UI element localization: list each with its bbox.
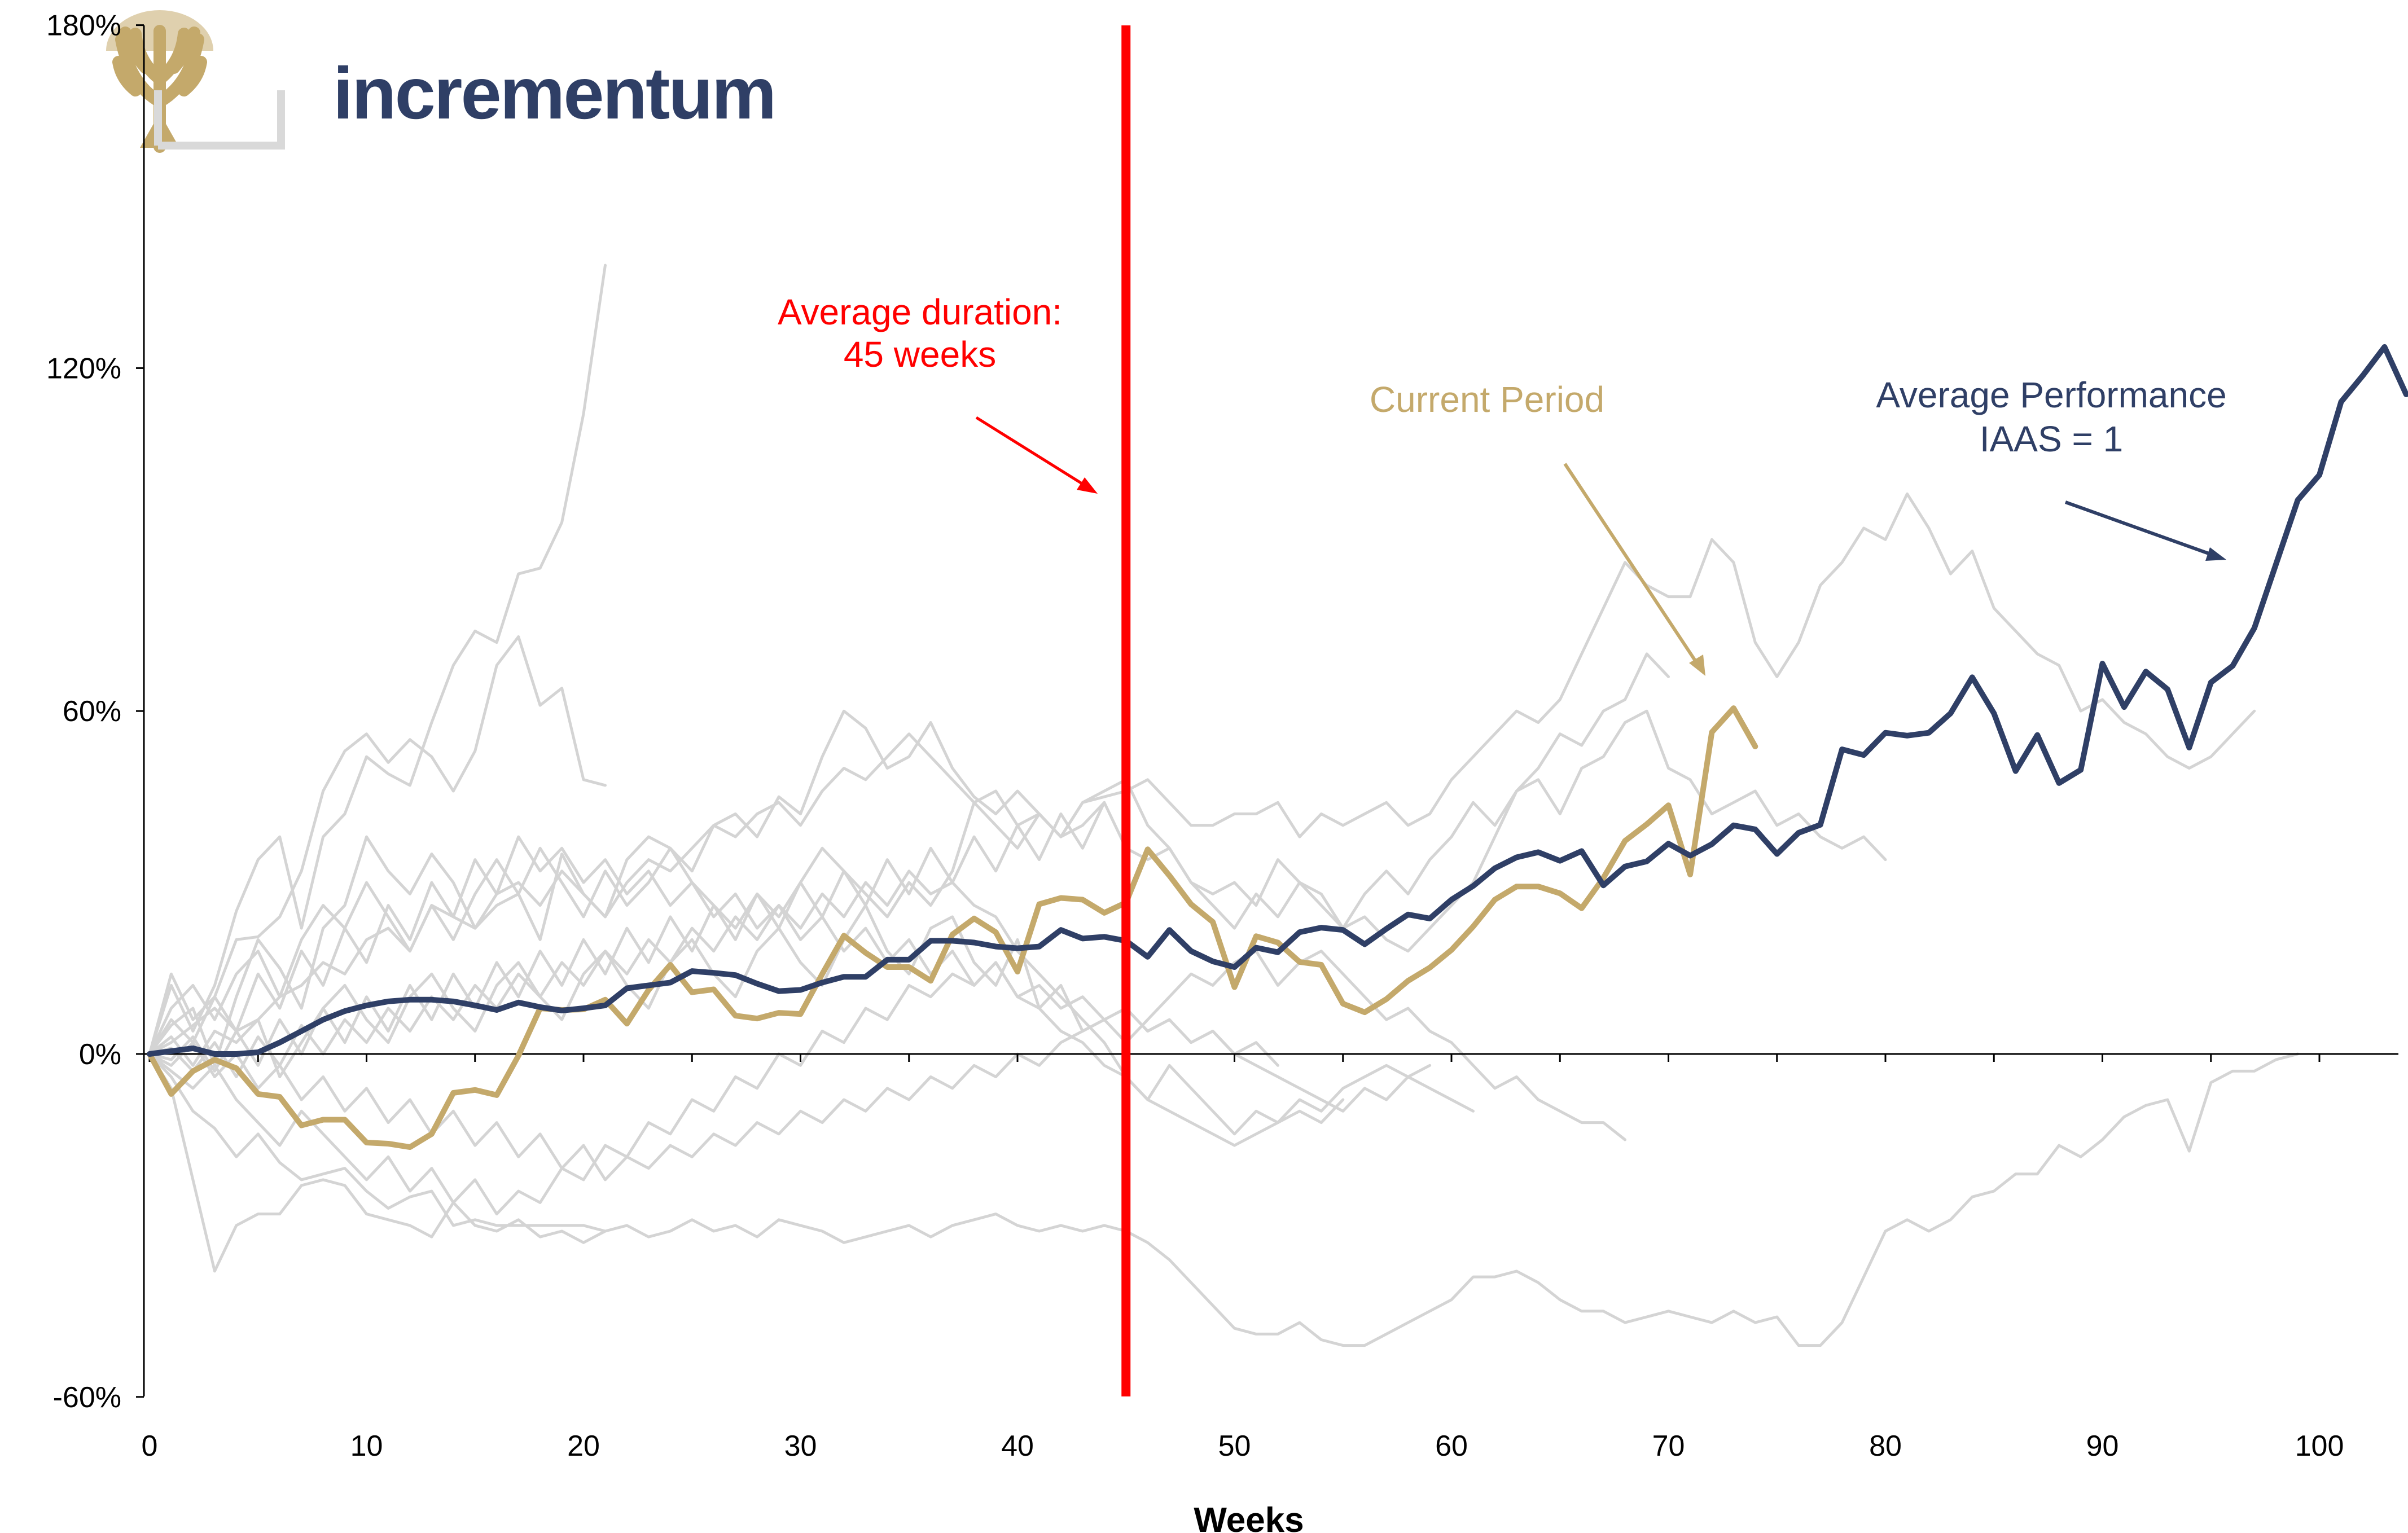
average-duration-label-line1: Average duration: [778, 292, 1062, 332]
logo: incrementum [106, 10, 777, 153]
y-tick-label: 60% [63, 695, 121, 728]
current-period-arrow [1563, 463, 1700, 667]
x-tick-label: 20 [567, 1430, 600, 1462]
average-performance-line [147, 344, 2408, 1057]
current-period-label: Current Period [1370, 379, 1604, 420]
x-tick-label: 60 [1435, 1430, 1468, 1462]
y-tick-label: 180% [46, 10, 121, 42]
history-series-layer [148, 263, 2300, 1347]
historical-period-line [148, 635, 607, 1056]
x-tick-label: 0 [142, 1430, 158, 1462]
average-performance-label-line1: Average Performance [1876, 375, 2226, 415]
average-duration-arrowhead [1077, 477, 1098, 494]
x-tick-label: 80 [1869, 1430, 1902, 1462]
y-tick-label: 120% [46, 352, 121, 385]
current-period-line [147, 705, 1758, 1150]
main-series-layer [147, 344, 2408, 1150]
historical-period-line [148, 492, 2256, 1067]
y-tick-label: -60% [53, 1381, 121, 1414]
axes: -60% 0% 60% 120% 180% 0 10 20 30 40 50 60 70 80 90 100 [46, 10, 2398, 1462]
logo-text: incrementum [333, 52, 775, 134]
historical-period-line [148, 904, 1627, 1141]
x-axis-title: Weeks [1194, 1501, 1304, 1533]
current-period-arrowhead [1689, 655, 1705, 676]
y-tick-label: 0% [79, 1038, 121, 1071]
x-tick-label: 70 [1652, 1430, 1685, 1462]
historical-period-line [148, 1052, 607, 1273]
historical-period-line [148, 869, 1432, 1136]
x-tick-label: 50 [1218, 1430, 1251, 1462]
historical-period-line [148, 1007, 1475, 1181]
historical-period-line [148, 1052, 2300, 1347]
average-performance-arrowhead [2205, 547, 2226, 561]
historical-period-line [148, 709, 1887, 1056]
historical-period-line [148, 835, 1279, 1067]
x-tick-label: 90 [2086, 1430, 2119, 1462]
average-performance-arrow [2064, 500, 2216, 557]
average-duration-arrow [975, 416, 1090, 490]
x-tick-label: 30 [784, 1430, 817, 1462]
historical-period-line [148, 263, 607, 1056]
x-tick-label: 100 [2295, 1430, 2344, 1462]
historical-period-line [148, 961, 1345, 1216]
x-tick-label: 40 [1001, 1430, 1034, 1462]
historical-period-line [148, 801, 1106, 1073]
x-tick-label: 10 [350, 1430, 383, 1462]
average-performance-label-line2: IAAS = 1 [1980, 419, 2123, 459]
tree-icon [106, 10, 285, 153]
annotations: Average duration: 45 weeks Current Perio… [778, 292, 2227, 676]
historical-period-line [148, 652, 1670, 1056]
average-duration-label-line2: 45 weeks [844, 334, 996, 375]
